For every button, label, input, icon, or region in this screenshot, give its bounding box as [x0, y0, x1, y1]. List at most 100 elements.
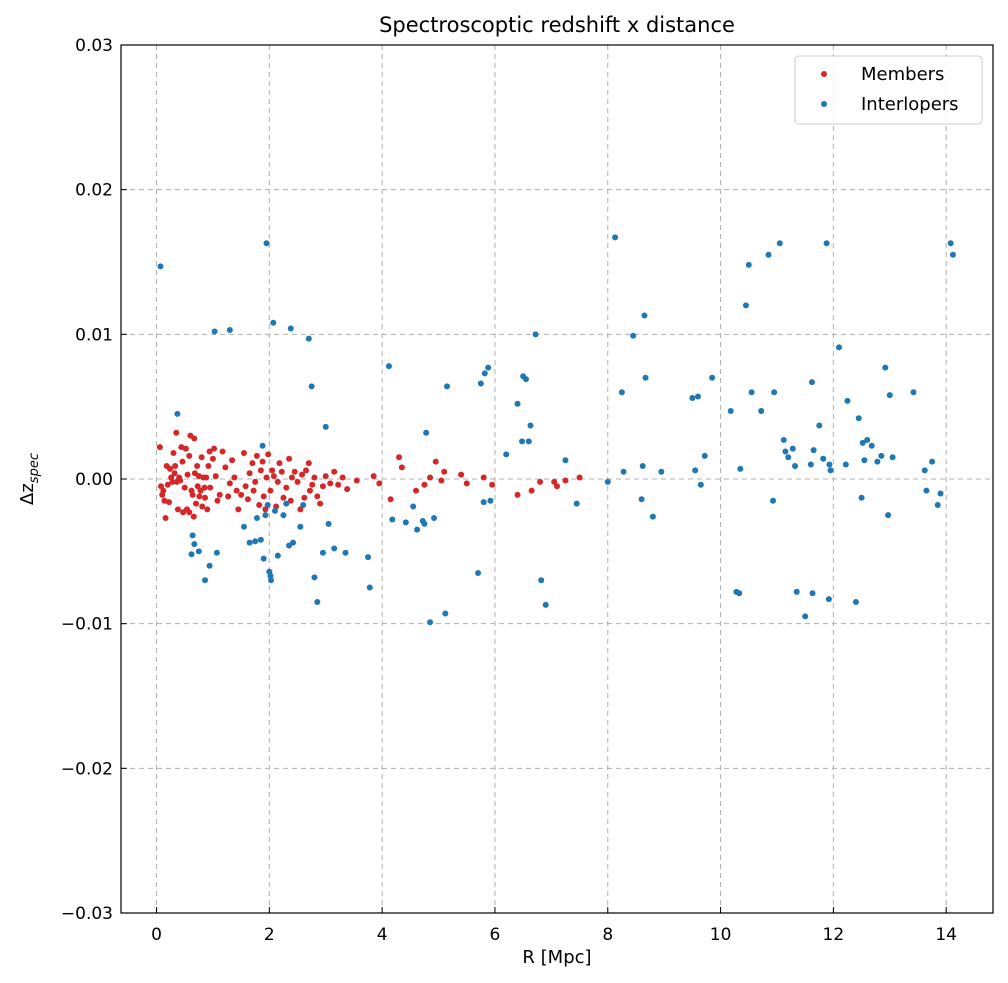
members-point — [370, 473, 377, 480]
interlopers-point — [604, 478, 611, 485]
interlopers-point — [240, 523, 247, 530]
interlopers-point — [885, 512, 892, 519]
members-point — [311, 474, 318, 481]
members-point — [317, 500, 324, 507]
interlopers-point — [742, 302, 749, 309]
interlopers-point — [573, 500, 580, 507]
x-tick-label: 4 — [377, 925, 388, 945]
interlopers-point — [206, 562, 213, 569]
x-axis-ticks: 0 2 4 6 8 10 12 14 — [151, 907, 957, 945]
interlopers-point — [620, 468, 627, 475]
interlopers-point — [427, 619, 434, 626]
interlopers-point — [658, 468, 665, 475]
members-point — [216, 491, 223, 498]
interlopers-point — [807, 461, 814, 468]
interlopers-point — [202, 577, 209, 584]
members-point — [286, 455, 293, 462]
members-point — [184, 471, 191, 478]
members-point — [309, 481, 316, 488]
members-point — [206, 448, 213, 455]
members-point — [463, 480, 470, 487]
y-axis-label: Δzspec — [17, 453, 42, 505]
y-tick-label: 0.01 — [75, 325, 113, 345]
interlopers-point — [538, 577, 545, 584]
interlopers-point — [319, 549, 326, 556]
members-point — [173, 429, 180, 436]
interlopers-point — [859, 439, 866, 446]
members-point — [240, 449, 247, 456]
members-point — [270, 473, 277, 480]
members-point — [170, 449, 177, 456]
chart-title: Spectroscoptic redshift x distance — [379, 13, 735, 37]
interlopers-point — [410, 503, 417, 510]
interlopers-point — [271, 507, 278, 514]
interlopers-point — [263, 240, 270, 247]
interlopers-point — [949, 251, 956, 258]
legend-interlopers-label: Interlopers — [861, 94, 959, 115]
x-tick-label: 6 — [490, 925, 501, 945]
interlopers-point — [475, 570, 482, 577]
members-point — [212, 473, 219, 480]
members-point — [193, 500, 200, 507]
legend-box — [794, 55, 983, 125]
members-point — [249, 460, 256, 467]
interlopers-point — [522, 376, 529, 383]
members-point — [196, 493, 203, 500]
members-point — [169, 478, 176, 485]
members-point — [233, 487, 240, 494]
interlopers-point — [211, 328, 218, 335]
members-point — [319, 483, 326, 490]
members-point — [205, 462, 212, 469]
interlopers-point — [487, 497, 494, 504]
members-point — [283, 484, 290, 491]
members-point — [235, 506, 242, 513]
interlopers-point — [270, 319, 277, 326]
interlopers-point — [290, 539, 297, 546]
interlopers-point — [816, 422, 823, 429]
interlopers-point — [737, 465, 744, 472]
interlopers-point — [770, 497, 777, 504]
members-point — [177, 477, 184, 484]
interlopers-point — [701, 452, 708, 459]
members-point — [162, 515, 169, 522]
interlopers-point — [188, 551, 195, 558]
legend-interlopers-marker — [821, 101, 827, 107]
y-tick-label: −0.02 — [61, 759, 113, 779]
interlopers-point — [325, 520, 332, 527]
members-point — [299, 471, 306, 478]
interlopers-point — [792, 462, 799, 469]
interlopers-point — [311, 574, 318, 581]
members-point — [186, 509, 193, 516]
members-point — [344, 486, 351, 493]
members-point — [181, 484, 188, 491]
members-point — [171, 470, 178, 477]
interlopers-point — [485, 364, 492, 371]
interlopers-point — [257, 536, 264, 543]
interlopers-point — [874, 458, 881, 465]
members-point — [269, 467, 276, 474]
interlopers-point — [365, 554, 372, 561]
members-point — [229, 457, 236, 464]
members-point — [189, 491, 196, 498]
members-point — [222, 464, 229, 471]
members-point — [432, 458, 439, 465]
interlopers-point — [280, 512, 287, 519]
members-point — [576, 474, 583, 481]
members-point — [303, 467, 310, 474]
interlopers-point — [481, 370, 488, 377]
members-point — [161, 497, 168, 504]
members-point — [202, 494, 209, 501]
interlopers-point — [157, 263, 164, 270]
members-point — [167, 465, 174, 472]
members-point — [238, 491, 245, 498]
interlopers-point — [820, 455, 827, 462]
members-point — [335, 481, 342, 488]
interlopers-point — [921, 467, 928, 474]
interlopers-point — [562, 457, 569, 464]
interlopers-point — [789, 445, 796, 452]
members-point — [204, 506, 211, 513]
interlopers-point — [858, 494, 865, 501]
y-axis-label-subscript: spec — [27, 453, 42, 483]
members-point — [194, 483, 201, 490]
